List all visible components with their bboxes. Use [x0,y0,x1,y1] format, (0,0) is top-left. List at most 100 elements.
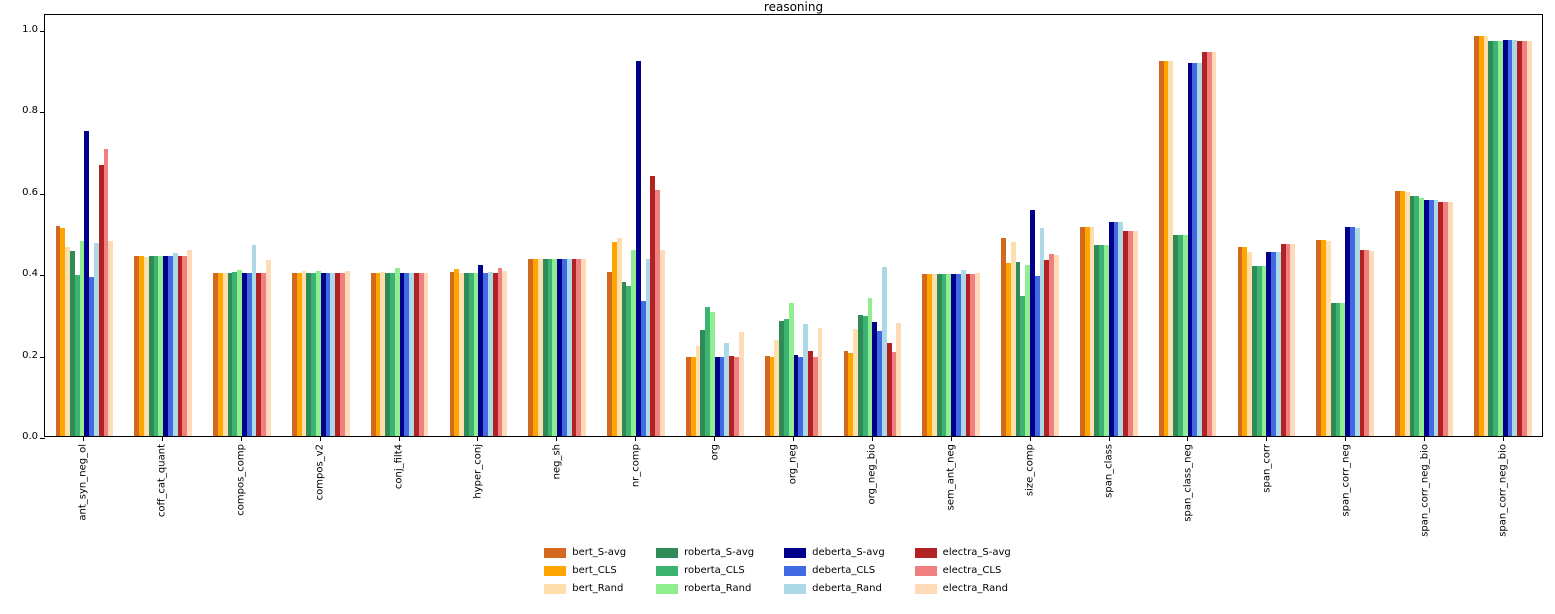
legend-item: deberta_Rand [784,582,885,596]
bar-group [1069,15,1148,436]
bar [311,273,316,436]
bar-group [45,15,124,436]
bar [1483,35,1489,436]
x-tick-label: span_corr_neg_bio [1419,444,1431,537]
legend-item: electra_CLS [914,564,1011,578]
legend-label: bert_CLS [572,565,617,576]
x-tick-label: neg_sh [551,444,563,480]
bar [659,249,665,436]
bar [1521,40,1527,436]
bar [1237,247,1243,436]
x-tick-label: ant_syn_neg_ol [77,444,89,521]
bar [65,246,70,436]
legend-item: electra_Rand [914,582,1011,596]
bar [1001,238,1006,436]
bar [399,273,405,436]
legend-item: electra_S-avg [914,546,1011,560]
bar-group [518,15,597,436]
bar [1187,62,1193,436]
bar [1369,250,1374,436]
bar [817,328,823,436]
bar [896,323,902,436]
chart-title: reasoning [763,0,824,14]
bar [1173,234,1178,436]
legend-label: bert_S-avg [572,547,627,558]
x-tick-label: compos_v2 [314,444,326,501]
bar [528,258,534,436]
bar [292,273,297,436]
x-tick-mark [556,437,558,441]
x-tick-mark [82,437,84,441]
bar [325,273,331,436]
bar [631,249,636,436]
bar [1419,197,1424,436]
bar [695,345,701,436]
bar [1118,222,1124,436]
bar [251,244,257,436]
bar [1349,227,1355,436]
bar-group [991,15,1070,436]
bar [449,272,455,436]
bar [1345,227,1350,436]
y-tick-mark [40,193,45,195]
bar [315,271,321,436]
bar [148,255,154,436]
bar [237,269,242,436]
x-tick-mark [319,437,321,441]
bar [607,271,612,436]
bar [783,319,789,436]
bar [571,258,577,436]
bar [807,350,813,436]
bar [1113,221,1119,436]
bar [158,255,164,436]
bar [843,350,849,436]
bar [1507,39,1513,436]
bar [1428,199,1434,436]
legend-item: roberta_CLS [656,564,754,578]
bar [729,355,734,436]
bar [241,273,247,436]
x-tick-mark [398,437,400,441]
legend-swatch [784,584,807,594]
bar [177,255,183,436]
bar [798,357,804,436]
bar [1247,251,1252,436]
x-tick-label: org_neg [787,444,799,485]
bar [685,356,691,436]
bar [144,256,149,436]
bar-group [281,15,360,436]
bar [877,330,882,436]
x-tick-label: span_corr_neg [1340,444,1352,517]
x-tick-label: conj_filt4 [393,444,405,490]
bar [1266,252,1272,436]
x-tick-mark [871,437,873,441]
bar [261,273,266,436]
bar [733,357,739,436]
bar [1321,239,1326,436]
bar [404,273,410,436]
x-tick-mark [635,437,637,441]
bar [542,258,548,436]
bar [1409,195,1415,436]
x-tick-label: compos_comp [235,444,247,516]
bar [1502,39,1508,436]
bar [1029,209,1035,436]
bar [853,328,858,436]
bar [153,255,159,436]
bar [344,271,350,436]
bar [1010,241,1016,436]
legend-swatch [914,566,937,576]
legend-label: electra_S-avg [942,547,1011,558]
bar [1330,302,1336,436]
bar [724,343,730,436]
bar [1201,51,1207,436]
x-tick-label: sem_ant_neg [945,444,957,511]
bar [1005,263,1011,436]
bar [626,285,632,436]
bar [1359,250,1365,436]
bar [1354,228,1360,436]
bar [1280,243,1286,436]
bar [79,240,85,436]
bar [139,255,144,436]
bar [1290,243,1296,436]
